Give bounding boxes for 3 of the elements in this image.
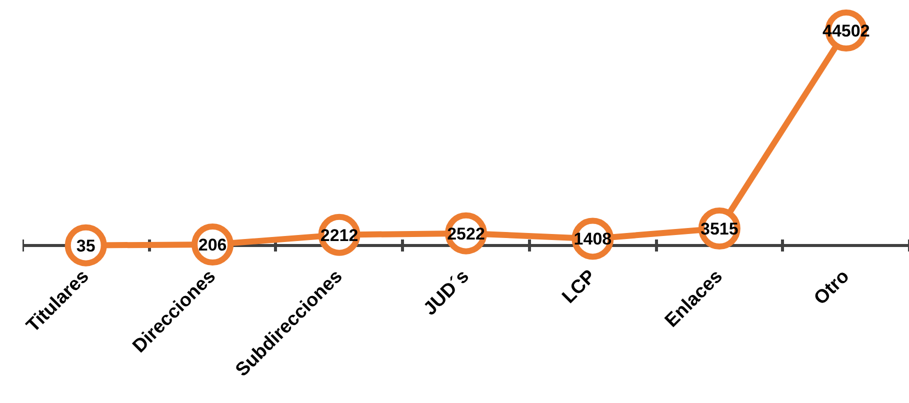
x-tick-label: Otro bbox=[810, 266, 854, 310]
data-label: 35 bbox=[76, 236, 96, 256]
data-label: 206 bbox=[198, 236, 227, 255]
